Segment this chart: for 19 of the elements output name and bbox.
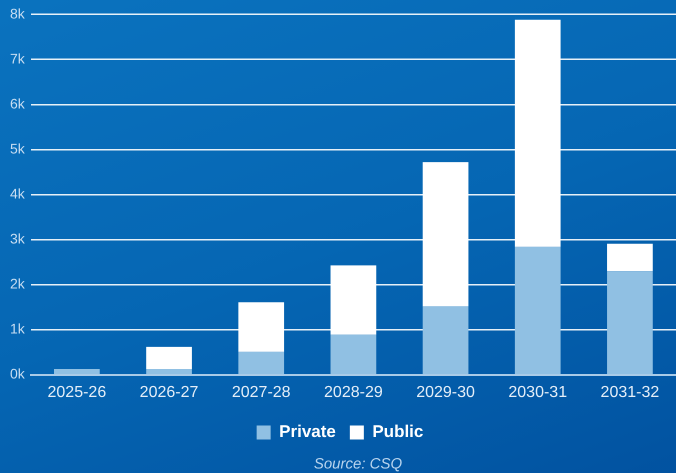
x-tick-label: 2026-27: [140, 384, 199, 401]
x-tick-label: 2031-32: [600, 384, 660, 401]
y-tick-label: 4k: [10, 185, 26, 202]
legend-label: Private: [279, 422, 336, 442]
y-tick-label: 6k: [10, 95, 26, 112]
x-tick-label: 2029-30: [416, 384, 476, 401]
y-tick-label: 2k: [10, 276, 26, 292]
legend-label: Public: [372, 422, 424, 442]
y-tick-label: 1k: [10, 320, 26, 337]
x-tick-label: 2030-31: [508, 384, 568, 401]
y-tick-label: 3k: [10, 230, 26, 247]
y-tick-label: 0k: [10, 366, 26, 382]
source-note: Source: CSQ: [314, 456, 403, 473]
x-tick-label: 2025-26: [48, 384, 106, 401]
y-tick-label: 7k: [10, 50, 26, 66]
x-tick-label: 2028-29: [324, 384, 383, 401]
y-tick-label: 5k: [10, 140, 26, 156]
y-tick-label: 8k: [10, 5, 26, 22]
x-tick-label: 2027-28: [232, 384, 291, 401]
